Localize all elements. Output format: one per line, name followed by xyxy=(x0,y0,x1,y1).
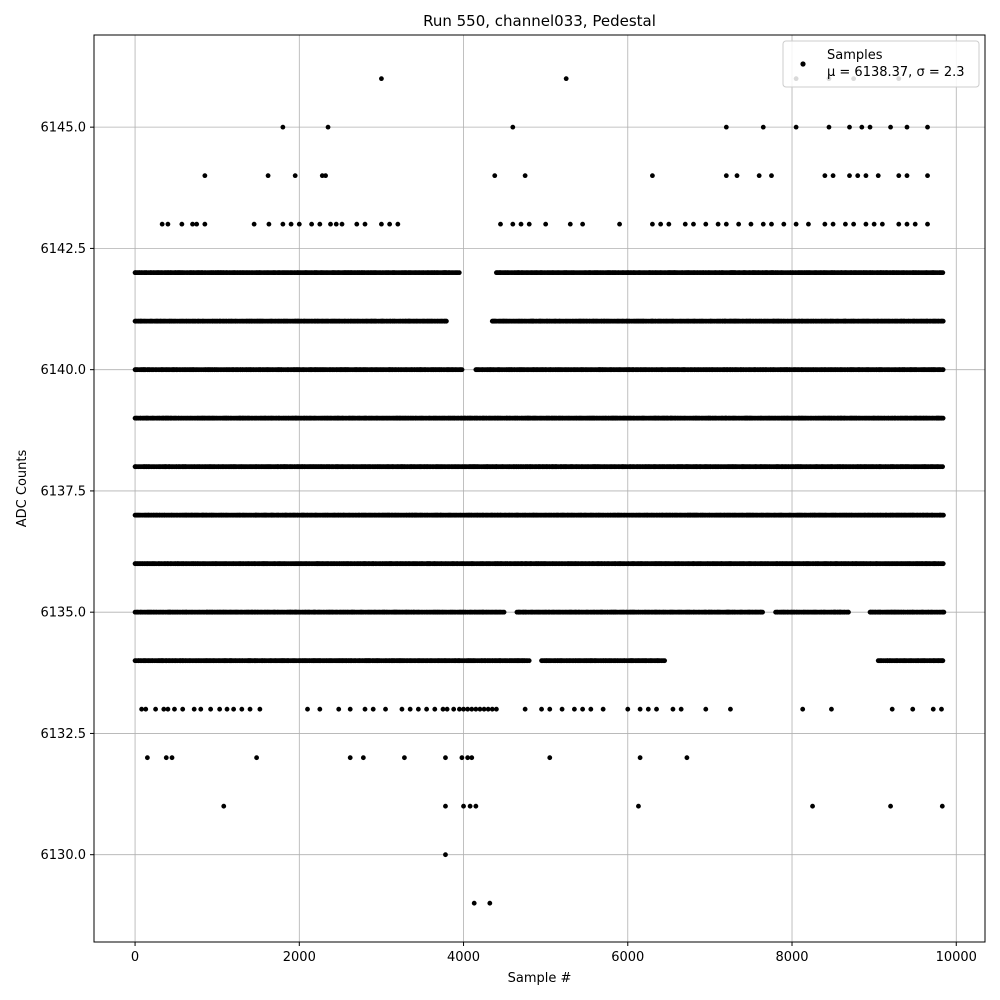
data-point xyxy=(940,464,945,470)
data-point xyxy=(459,367,465,373)
data-point xyxy=(940,367,946,373)
data-points xyxy=(132,76,947,906)
data-point xyxy=(941,512,946,518)
data-point xyxy=(940,415,946,421)
data-point xyxy=(940,561,946,567)
data-point xyxy=(760,609,765,615)
data-point xyxy=(846,609,851,615)
data-point xyxy=(444,318,449,324)
data-point xyxy=(941,609,947,615)
data-point xyxy=(940,658,946,664)
data-point xyxy=(662,658,668,664)
data-point xyxy=(501,609,507,615)
data-point xyxy=(526,658,532,664)
